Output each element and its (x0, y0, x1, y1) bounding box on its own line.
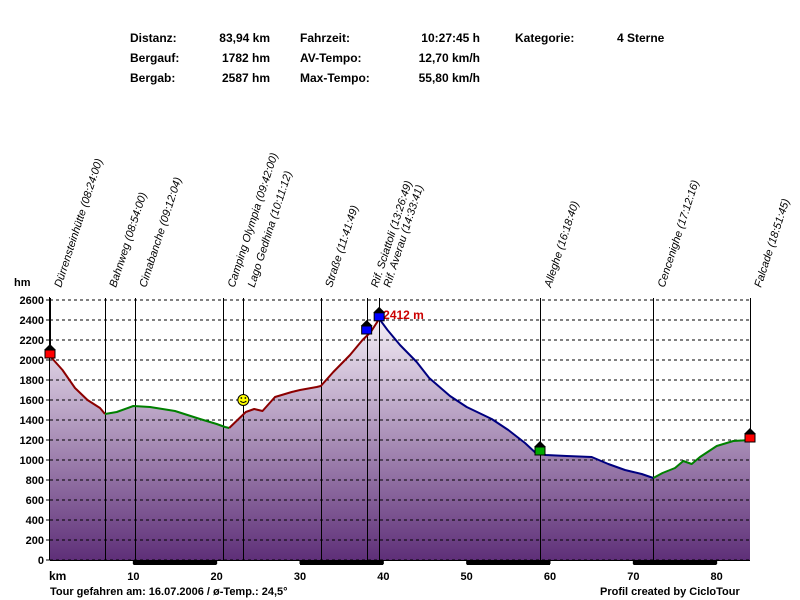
profile-line-downhill (378, 318, 654, 479)
kategorie-label: Kategorie: (515, 31, 575, 45)
y-tick-label: 400 (26, 515, 44, 527)
x-axis-band (50, 561, 134, 565)
y-tick-label: 200 (26, 535, 44, 547)
home-green-icon (534, 441, 546, 456)
profile-line-uphill (228, 318, 381, 429)
x-axis-band (383, 561, 467, 565)
waypoint-label: Dürrensteinhütte (08:24:00) (52, 157, 105, 289)
smiley-eye (240, 397, 243, 399)
home-blue-icon (373, 306, 386, 322)
marker-body (373, 312, 385, 322)
peak-elevation-label: 2412 m (383, 308, 424, 322)
marker-roof (360, 320, 373, 326)
y-tick-label: 2200 (20, 335, 44, 347)
x-axis-band (133, 561, 217, 565)
waypoint-label: Cencenighe (17:12:16) (656, 178, 702, 288)
avtempo-label: AV-Tempo: (300, 51, 362, 65)
x-axis-band (633, 561, 717, 565)
y-tick-label: 0 (38, 555, 44, 567)
home-blue-icon (360, 320, 373, 335)
y-tick-label: 1000 (20, 455, 44, 467)
smiley-icon (237, 394, 250, 406)
marker-roof (373, 306, 386, 313)
maxtempo-value: 55,80 km/h (418, 71, 480, 85)
y-tick-label: 1400 (20, 415, 44, 427)
home-red-icon (44, 344, 56, 359)
footer-credit: Profil created by CicloTour (600, 586, 740, 598)
distanz-label: Distanz: (130, 31, 177, 45)
y-tick-label: 2400 (20, 315, 44, 327)
y-tick-label: 1200 (20, 435, 44, 447)
x-axis-band (216, 561, 300, 565)
marker-roof (534, 441, 546, 447)
smiley-mouth (239, 400, 247, 403)
y-tick-label: 2000 (20, 355, 44, 367)
y-tick-label: 1800 (20, 375, 44, 387)
smiley-eye (244, 397, 247, 399)
marker-body (361, 325, 373, 335)
kategorie-value: 4 Sterne (617, 31, 665, 45)
waypoint-label: Straße (11:41:49) (323, 204, 361, 289)
marker-roof (44, 344, 56, 350)
x-axis-band (466, 561, 550, 565)
y-tick-label: 2600 (20, 295, 44, 307)
x-tick-label: 20 (211, 571, 223, 583)
marker-body (44, 349, 56, 359)
x-tick-label: 40 (377, 571, 389, 583)
y-tick-label: 1600 (20, 395, 44, 407)
x-tick-label: 60 (544, 571, 556, 583)
x-axis-band (550, 561, 634, 565)
profile-line-flat (104, 405, 230, 429)
bergab-value: 2587 hm (221, 71, 270, 85)
x-axis-band (300, 561, 384, 565)
marker-body (744, 433, 756, 443)
bergab-label: Bergab: (130, 71, 176, 85)
fahrzeit-value: 10:27:45 h (421, 31, 480, 45)
bergauf-value: 1782 hm (221, 51, 270, 65)
maxtempo-label: Max-Tempo: (300, 71, 370, 85)
y-axis-label: hm (14, 277, 31, 289)
footer-tour-info: Tour gefahren am: 16.07.2006 / ø-Temp.: … (50, 586, 288, 598)
x-tick-label: 80 (711, 571, 723, 583)
x-tick-label: 70 (627, 571, 639, 583)
x-tick-label: 10 (127, 571, 139, 583)
x-axis-label: km (49, 569, 66, 583)
profile-area (50, 318, 750, 560)
profile-line-flat (652, 439, 751, 479)
waypoint-label: Alleghe (16:18:40) (542, 199, 582, 289)
y-tick-label: 600 (26, 495, 44, 507)
y-tick-label: 800 (26, 475, 44, 487)
profile-line-uphill (49, 355, 106, 415)
marker-body (534, 446, 546, 456)
tour-stats: Distanz: 83,94 km Bergauf: 1782 hm Berga… (0, 0, 800, 100)
x-tick-label: 50 (461, 571, 473, 583)
distanz-value: 83,94 km (219, 31, 270, 45)
home-red-icon (744, 428, 756, 443)
waypoint-label: Cimabanche (09:12:04) (137, 176, 184, 289)
fahrzeit-label: Fahrzeit: (300, 31, 351, 45)
avtempo-value: 12,70 km/h (418, 51, 480, 65)
smiley-face (237, 394, 250, 406)
x-axis-band (716, 561, 750, 565)
waypoint-label: Falcade (18:51:45) (752, 197, 792, 289)
marker-roof (744, 428, 756, 434)
bergauf-label: Bergauf: (130, 51, 180, 65)
x-tick-label: 30 (294, 571, 306, 583)
